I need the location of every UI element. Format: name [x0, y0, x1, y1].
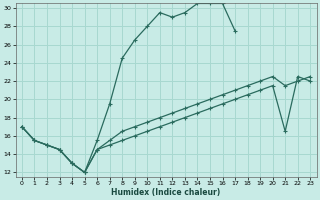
- X-axis label: Humidex (Indice chaleur): Humidex (Indice chaleur): [111, 188, 221, 197]
